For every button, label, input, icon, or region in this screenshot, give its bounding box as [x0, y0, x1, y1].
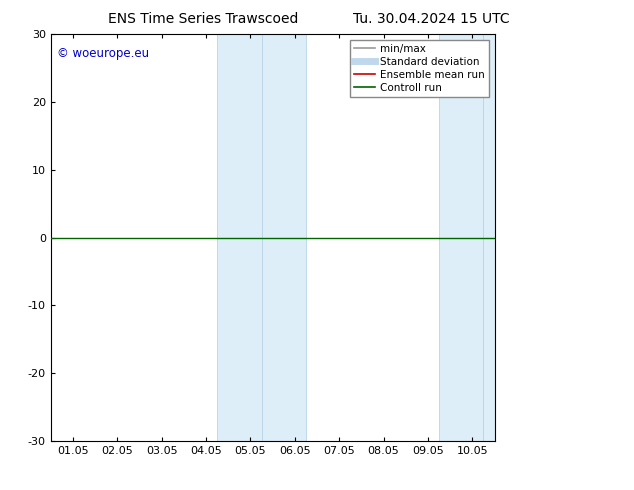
Text: ENS Time Series Trawscoed: ENS Time Series Trawscoed — [108, 12, 298, 26]
Bar — [262, 34, 306, 441]
Text: Tu. 30.04.2024 15 UTC: Tu. 30.04.2024 15 UTC — [353, 12, 510, 26]
Bar — [217, 34, 262, 441]
Bar — [439, 34, 484, 441]
Bar — [484, 34, 528, 441]
Legend: min/max, Standard deviation, Ensemble mean run, Controll run: min/max, Standard deviation, Ensemble me… — [350, 40, 489, 97]
Text: © woeurope.eu: © woeurope.eu — [57, 47, 150, 59]
